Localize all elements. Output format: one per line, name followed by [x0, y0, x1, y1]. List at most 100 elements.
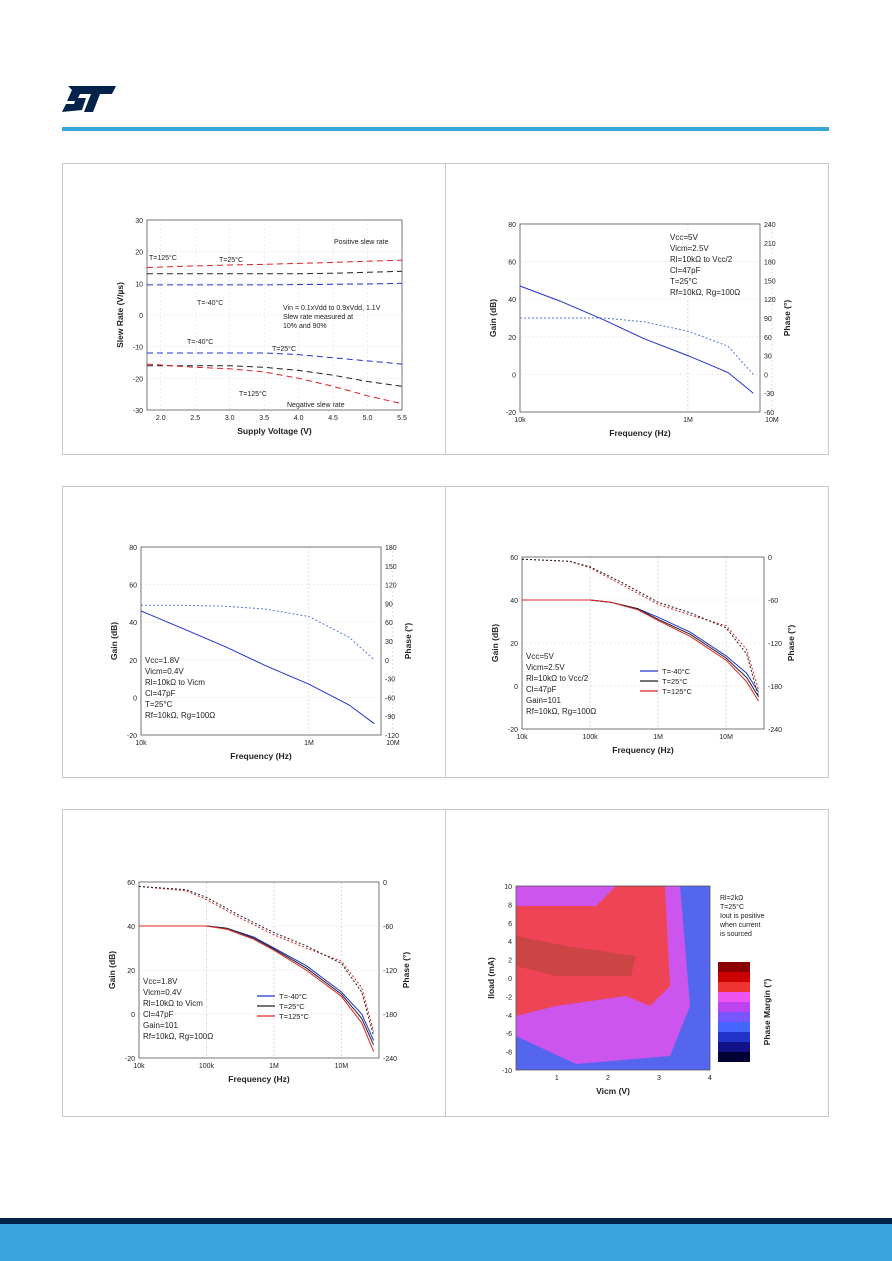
- y-tick-label: 6: [508, 921, 512, 928]
- y-tick-label: -8: [506, 1050, 512, 1057]
- y2-axis-label: Phase (°): [786, 625, 796, 662]
- y2-tick-label: -120: [385, 733, 399, 740]
- y2-tick-label: 0: [385, 658, 389, 665]
- y2-tick-label: -30: [764, 391, 774, 398]
- x-tick-label: 10M: [386, 740, 400, 747]
- series-line-3: [138, 885, 375, 1032]
- y-tick-label: 20: [129, 658, 137, 665]
- y2-tick-label: -240: [383, 1056, 397, 1063]
- annotation: Cl=47pF: [526, 685, 557, 694]
- y-tick-label: -10: [502, 1068, 512, 1075]
- y-axis-label: Iload (mA): [486, 957, 496, 999]
- legend-entry: T=25°C: [662, 677, 688, 686]
- phase-margin-map-chart: 10 8 6 4 2 0 -2 -4 -6 -8 -10 1 2 3 4 Vicm (V) Iload (mA)…: [486, 884, 772, 1096]
- legend-entry: T=125°C: [662, 687, 692, 696]
- annotation: T=-40°C: [187, 338, 213, 346]
- closed-loop-5v-chart: 60 40 20 0 -20 0 -60 -120 -180 -240 10k 100k 1M 10M Fr…: [490, 555, 796, 755]
- y2-tick-label: -60: [764, 410, 774, 417]
- colorbar-cell: [718, 972, 750, 982]
- x-tick-label: 10M: [719, 734, 733, 741]
- colorbar-cell: [718, 1022, 750, 1032]
- y2-tick-label: 240: [764, 222, 776, 229]
- legend-entry: T=-40°C: [279, 992, 308, 1001]
- chart-panel-gain-phase-5v: 80 60 40 20 0 -20 240 210 180 150 120 90 60 30 0 -30 -60…: [445, 163, 829, 455]
- y-tick-label: 20: [135, 250, 143, 257]
- colorbar-cell: [718, 982, 750, 992]
- y-tick-label: 0: [512, 372, 516, 379]
- y-tick-label: -4: [506, 1013, 512, 1020]
- chart-panel-slew-rate: 30 20 10 0 -10 -20 -30 2.0 2.5 3.0 3.5 4.0 4.5 5.0 5.5…: [62, 163, 446, 455]
- y2-tick-label: 0: [764, 372, 768, 379]
- annotation: Rl=10kΩ to Vcc/2: [670, 255, 733, 264]
- x-tick-label: 10k: [135, 740, 147, 747]
- annotation: Rf=10kΩ, Rg=100Ω: [526, 707, 596, 716]
- y-tick-label: -20: [125, 1056, 135, 1063]
- x-axis-label: Vicm (V): [596, 1086, 630, 1096]
- x-axis-label: Frequency (Hz): [228, 1074, 290, 1084]
- series-line-2: [139, 925, 375, 1052]
- y-tick-label: 4: [508, 939, 512, 946]
- colorbar-cell: [718, 1042, 750, 1052]
- plot-frame: [521, 556, 765, 730]
- y-axis-label: Slew Rate (V/µs): [115, 282, 125, 348]
- y-tick-label: 40: [510, 598, 518, 605]
- x-tick-label: 2.0: [156, 415, 166, 422]
- annotation: Rl=10kΩ to Vicm: [143, 999, 203, 1008]
- series-line-1: [520, 317, 754, 375]
- annotation: when current: [719, 922, 761, 929]
- x-tick-label: 10k: [133, 1063, 145, 1070]
- annotation: T=25°C: [219, 256, 243, 264]
- colorbar-cell: [718, 1012, 750, 1022]
- annotation: Gain=101: [143, 1021, 178, 1030]
- annotation: Vicm=0.4V: [145, 667, 184, 676]
- x-tick-label: 3.5: [259, 415, 269, 422]
- x-tick-label: 2.5: [190, 415, 200, 422]
- gain-phase-5v-chart: 80 60 40 20 0 -20 240 210 180 150 120 90 60 30 0 -30 -60…: [488, 222, 792, 438]
- slew-rate-chart: 30 20 10 0 -10 -20 -30 2.0 2.5 3.0 3.5 4.0 4.5 5.0 5.5…: [115, 218, 407, 436]
- annotation: Vcc=5V: [526, 652, 554, 661]
- x-tick-label: 1M: [653, 734, 663, 741]
- y-tick-label: 40: [508, 297, 516, 304]
- x-tick-label: 100k: [199, 1063, 215, 1070]
- y-tick-label: 20: [508, 335, 516, 342]
- annotation: Cl=47pF: [670, 266, 701, 275]
- x-tick-label: 10M: [335, 1063, 349, 1070]
- y-tick-label: 40: [127, 924, 135, 931]
- series-line-5: [146, 363, 403, 405]
- closed-loop-1v8-chart: 60 40 20 0 -20 0 -60 -120 -180 -240 10k 100k 1M 10M Fr…: [107, 880, 411, 1084]
- y2-tick-label: 120: [385, 583, 397, 590]
- y-axis-label: Gain (dB): [107, 951, 117, 989]
- annotation: Negative slew rate: [287, 402, 345, 409]
- series-line-1: [141, 604, 375, 661]
- y2-tick-label: 120: [764, 297, 776, 304]
- annotation: Vicm=2.5V: [526, 663, 565, 672]
- annotation: Cl=47pF: [143, 1010, 174, 1019]
- y-tick-label: 60: [129, 583, 137, 590]
- y2-axis-label: Phase (°): [782, 300, 792, 337]
- legend-entry: T=125°C: [279, 1012, 309, 1021]
- colorbar-cell: [718, 1002, 750, 1012]
- y2-axis-label: Phase (°): [401, 952, 411, 989]
- x-tick-label: 3: [657, 1075, 661, 1082]
- x-axis-label: Supply Voltage (V): [237, 426, 312, 436]
- series-line-4: [521, 558, 760, 697]
- st-logo: [62, 86, 116, 112]
- annotation: Rl=10kΩ to Vcc/2: [526, 674, 589, 683]
- colorbar-cell: [718, 1052, 750, 1062]
- x-tick-label: 10k: [516, 734, 528, 741]
- series-line-0: [519, 285, 754, 394]
- annotation: Rf=10kΩ, Rg=100Ω: [143, 1032, 213, 1041]
- y2-tick-label: 180: [764, 260, 776, 267]
- y-tick-label: 20: [127, 968, 135, 975]
- y2-tick-label: 210: [764, 241, 776, 248]
- chart-panel-closed-loop-5v: 60 40 20 0 -20 0 -60 -120 -180 -240 10k 100k 1M 10M Fr…: [445, 486, 829, 778]
- x-tick-label: 100k: [582, 734, 598, 741]
- annotation: Iout is positive: [720, 913, 764, 920]
- y2-tick-label: 90: [385, 601, 393, 608]
- y2-tick-label: -90: [385, 714, 395, 721]
- y2-tick-label: 30: [385, 639, 393, 646]
- y-tick-label: 60: [508, 260, 516, 267]
- x-tick-label: 1M: [683, 417, 693, 424]
- annotation: Rf=10kΩ, Rg=100Ω: [145, 711, 215, 720]
- y2-tick-label: -60: [768, 598, 778, 605]
